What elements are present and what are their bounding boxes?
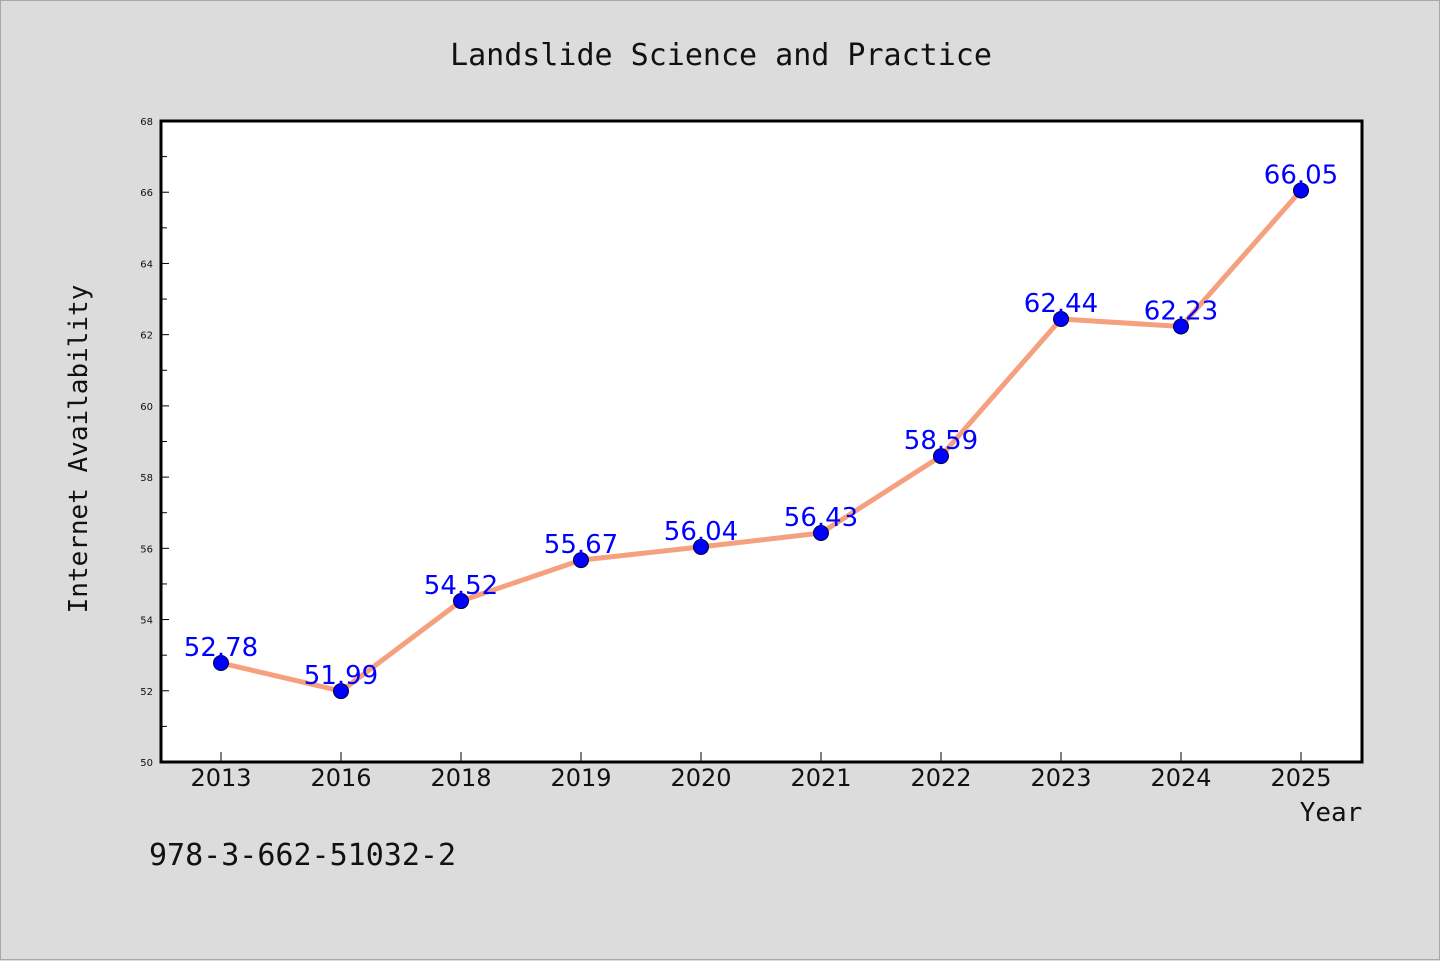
data-point-2023 (1053, 310, 1069, 327)
data-point-2025 (1293, 182, 1309, 199)
data-label-2013: 52.78 (184, 633, 258, 663)
y-tick-label: 66 (140, 188, 153, 199)
x-tick-label: 2019 (550, 764, 611, 792)
y-axis-label: Internet Availability (64, 285, 94, 614)
data-label-2020: 56.04 (664, 517, 738, 547)
x-tick-label: 2024 (1150, 764, 1211, 792)
x-tick-label: 2013 (190, 764, 251, 792)
x-tick-label: 2025 (1270, 764, 1331, 792)
x-tick-label: 2023 (1030, 764, 1091, 792)
x-axis: 2013 2016 2018 2019 2020 2021 2022 2023 2024 2025 (190, 752, 1332, 792)
y-tick-label: 62 (140, 331, 153, 342)
data-point-2021 (813, 525, 829, 542)
x-axis-label: Year (1300, 798, 1363, 828)
series-line (220, 188, 1303, 694)
y-tick-label: 68 (140, 117, 153, 128)
y-tick-label: 52 (140, 687, 153, 698)
data-point-2016 (333, 683, 349, 700)
data-point-2020 (693, 538, 709, 555)
chart-title: Landslide Science and Practice (450, 38, 992, 73)
data-point-2019 (573, 552, 589, 569)
data-label-2021: 56.43 (784, 503, 858, 533)
y-axis: 50 52 54 56 58 60 62 64 66 68 (140, 117, 169, 769)
y-tick-label: 56 (140, 544, 153, 555)
y-tick-label: 54 (140, 616, 153, 627)
y-tick-label: 60 (140, 402, 153, 413)
x-tick-label: 2020 (670, 764, 731, 792)
plot-area (159, 119, 1364, 764)
x-tick-label: 2022 (910, 764, 971, 792)
x-tick-label: 2016 (310, 764, 371, 792)
data-label-2025: 66.05 (1264, 160, 1338, 190)
data-label-2024: 62.23 (1144, 296, 1218, 326)
data-point-2018 (453, 593, 469, 610)
data-label-2019: 55.67 (544, 530, 618, 560)
y-tick-label: 58 (140, 473, 153, 484)
data-point-2022 (933, 448, 949, 465)
data-point-2013 (213, 655, 229, 672)
y-tick-label: 50 (140, 758, 153, 769)
data-labels: 52.78 51.99 54.52 55.67 56.04 56.43 58.59 62.44… (184, 160, 1338, 691)
data-label-2018: 54.52 (424, 571, 498, 601)
data-label-2022: 58.59 (904, 426, 978, 456)
data-label-2023: 62.44 (1024, 289, 1098, 319)
data-label-2016: 51.99 (304, 661, 378, 691)
data-point-2024 (1173, 318, 1189, 335)
y-tick-label: 64 (140, 259, 153, 270)
x-tick-label: 2018 (430, 764, 491, 792)
x-tick-label: 2021 (790, 764, 851, 792)
series-markers (213, 182, 1309, 700)
isbn-text: 978-3-662-51032-2 (149, 838, 456, 873)
